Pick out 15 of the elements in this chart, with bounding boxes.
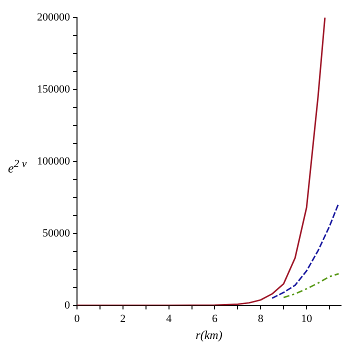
line-series: [282, 272, 340, 298]
y-tick-label: 150000: [37, 83, 70, 96]
x-tick-label: 8: [258, 312, 264, 325]
y-tick-label: 200000: [37, 11, 70, 24]
x-tick-label: 2: [120, 312, 126, 325]
x-tick-label: 4: [166, 312, 172, 325]
line-series: [271, 202, 340, 299]
x-tick-label: 0: [74, 312, 80, 325]
x-axis-title: r(km): [196, 328, 222, 342]
y-tick-label: 50000: [42, 227, 70, 240]
y-tick-label: 0: [64, 299, 70, 312]
x-tick-label: 6: [212, 312, 218, 325]
x-tick-label: 10: [301, 312, 313, 325]
y-axis-title: e$^{2 ν}$: [8, 158, 27, 176]
y-tick-label: 100000: [37, 155, 70, 168]
